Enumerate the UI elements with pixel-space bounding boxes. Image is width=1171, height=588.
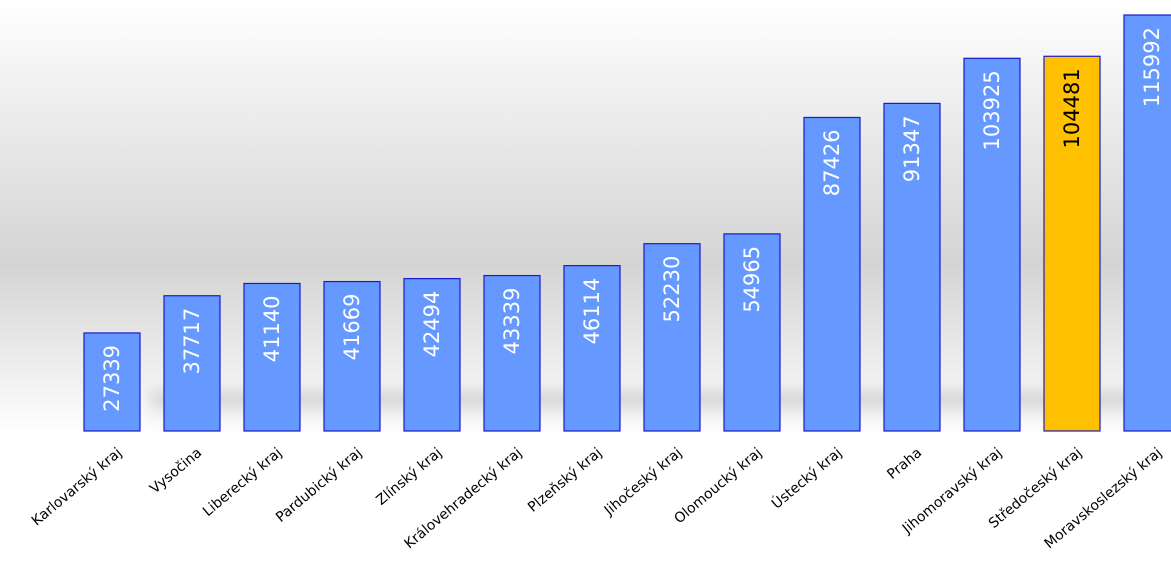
- value-labels-group: 27339 37717 41140 41669 42494 43339 46114 52230…: [100, 27, 1164, 412]
- value-label-8: 54965: [740, 246, 764, 313]
- bar-3: [323, 280, 381, 432]
- bar-11: [963, 57, 1021, 432]
- bar-0: [83, 332, 141, 432]
- value-label-11: 103925: [980, 70, 1004, 150]
- bar-12: [1043, 55, 1101, 432]
- bar-6: [563, 265, 621, 432]
- value-label-1: 37717: [180, 308, 204, 375]
- value-label-7: 52230: [660, 256, 684, 323]
- value-label-2: 41140: [260, 295, 284, 362]
- bar-8: [723, 233, 781, 432]
- value-label-0: 27339: [100, 345, 124, 412]
- value-label-4: 42494: [420, 291, 444, 358]
- value-label-6: 46114: [580, 278, 604, 345]
- bar-13: [1123, 14, 1171, 432]
- bar-9: [803, 116, 861, 432]
- value-label-5: 43339: [500, 288, 524, 355]
- bar-2: [243, 282, 301, 432]
- bars-group: [83, 14, 1171, 432]
- bar-5: [483, 274, 541, 432]
- value-label-13: 115992: [1140, 27, 1164, 107]
- value-label-12: 104481: [1060, 68, 1084, 148]
- value-label-10: 91347: [900, 115, 924, 182]
- value-label-3: 41669: [340, 294, 364, 361]
- bar-10: [883, 102, 941, 432]
- bar-4: [403, 277, 461, 432]
- bar-1: [163, 295, 221, 432]
- bar-7: [643, 243, 701, 432]
- value-label-9: 87426: [820, 129, 844, 196]
